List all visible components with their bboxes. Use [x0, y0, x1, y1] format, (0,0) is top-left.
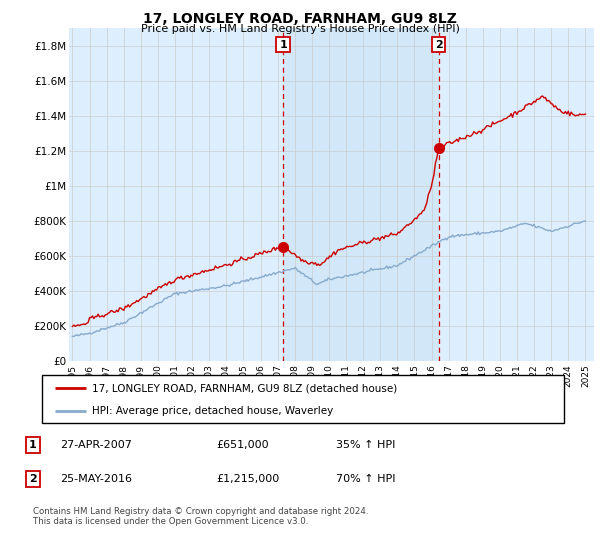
Text: 2: 2: [29, 474, 37, 484]
Text: 17, LONGLEY ROAD, FARNHAM, GU9 8LZ (detached house): 17, LONGLEY ROAD, FARNHAM, GU9 8LZ (deta…: [92, 383, 397, 393]
Text: £1,215,000: £1,215,000: [216, 474, 279, 484]
Text: 17, LONGLEY ROAD, FARNHAM, GU9 8LZ: 17, LONGLEY ROAD, FARNHAM, GU9 8LZ: [143, 12, 457, 26]
Text: 1: 1: [279, 40, 287, 50]
Text: 1: 1: [29, 440, 37, 450]
Text: 35% ↑ HPI: 35% ↑ HPI: [336, 440, 395, 450]
Text: 2: 2: [435, 40, 443, 50]
Text: HPI: Average price, detached house, Waverley: HPI: Average price, detached house, Wave…: [92, 406, 333, 416]
FancyBboxPatch shape: [42, 375, 564, 423]
Text: £651,000: £651,000: [216, 440, 269, 450]
Text: 25-MAY-2016: 25-MAY-2016: [60, 474, 132, 484]
Text: Contains HM Land Registry data © Crown copyright and database right 2024.
This d: Contains HM Land Registry data © Crown c…: [33, 507, 368, 526]
Text: 27-APR-2007: 27-APR-2007: [60, 440, 132, 450]
Bar: [283, 28, 439, 361]
Text: 70% ↑ HPI: 70% ↑ HPI: [336, 474, 395, 484]
Text: Price paid vs. HM Land Registry's House Price Index (HPI): Price paid vs. HM Land Registry's House …: [140, 24, 460, 34]
